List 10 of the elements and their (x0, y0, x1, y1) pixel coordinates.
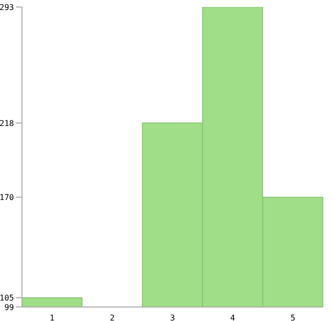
y-tick-label: 293 (0, 2, 14, 12)
x-tick-label: 1 (50, 314, 55, 321)
y-tick-label: 218 (0, 118, 14, 128)
x-tick-label: 4 (230, 314, 236, 321)
y-tick-label: 170 (0, 193, 14, 202)
x-tick-label: 5 (290, 314, 296, 321)
x-tick-label: 2 (110, 314, 115, 321)
y-tick-label: 99 (4, 302, 14, 312)
y-tick-label: 105 (0, 294, 14, 303)
x-tick-label: 3 (170, 314, 176, 321)
